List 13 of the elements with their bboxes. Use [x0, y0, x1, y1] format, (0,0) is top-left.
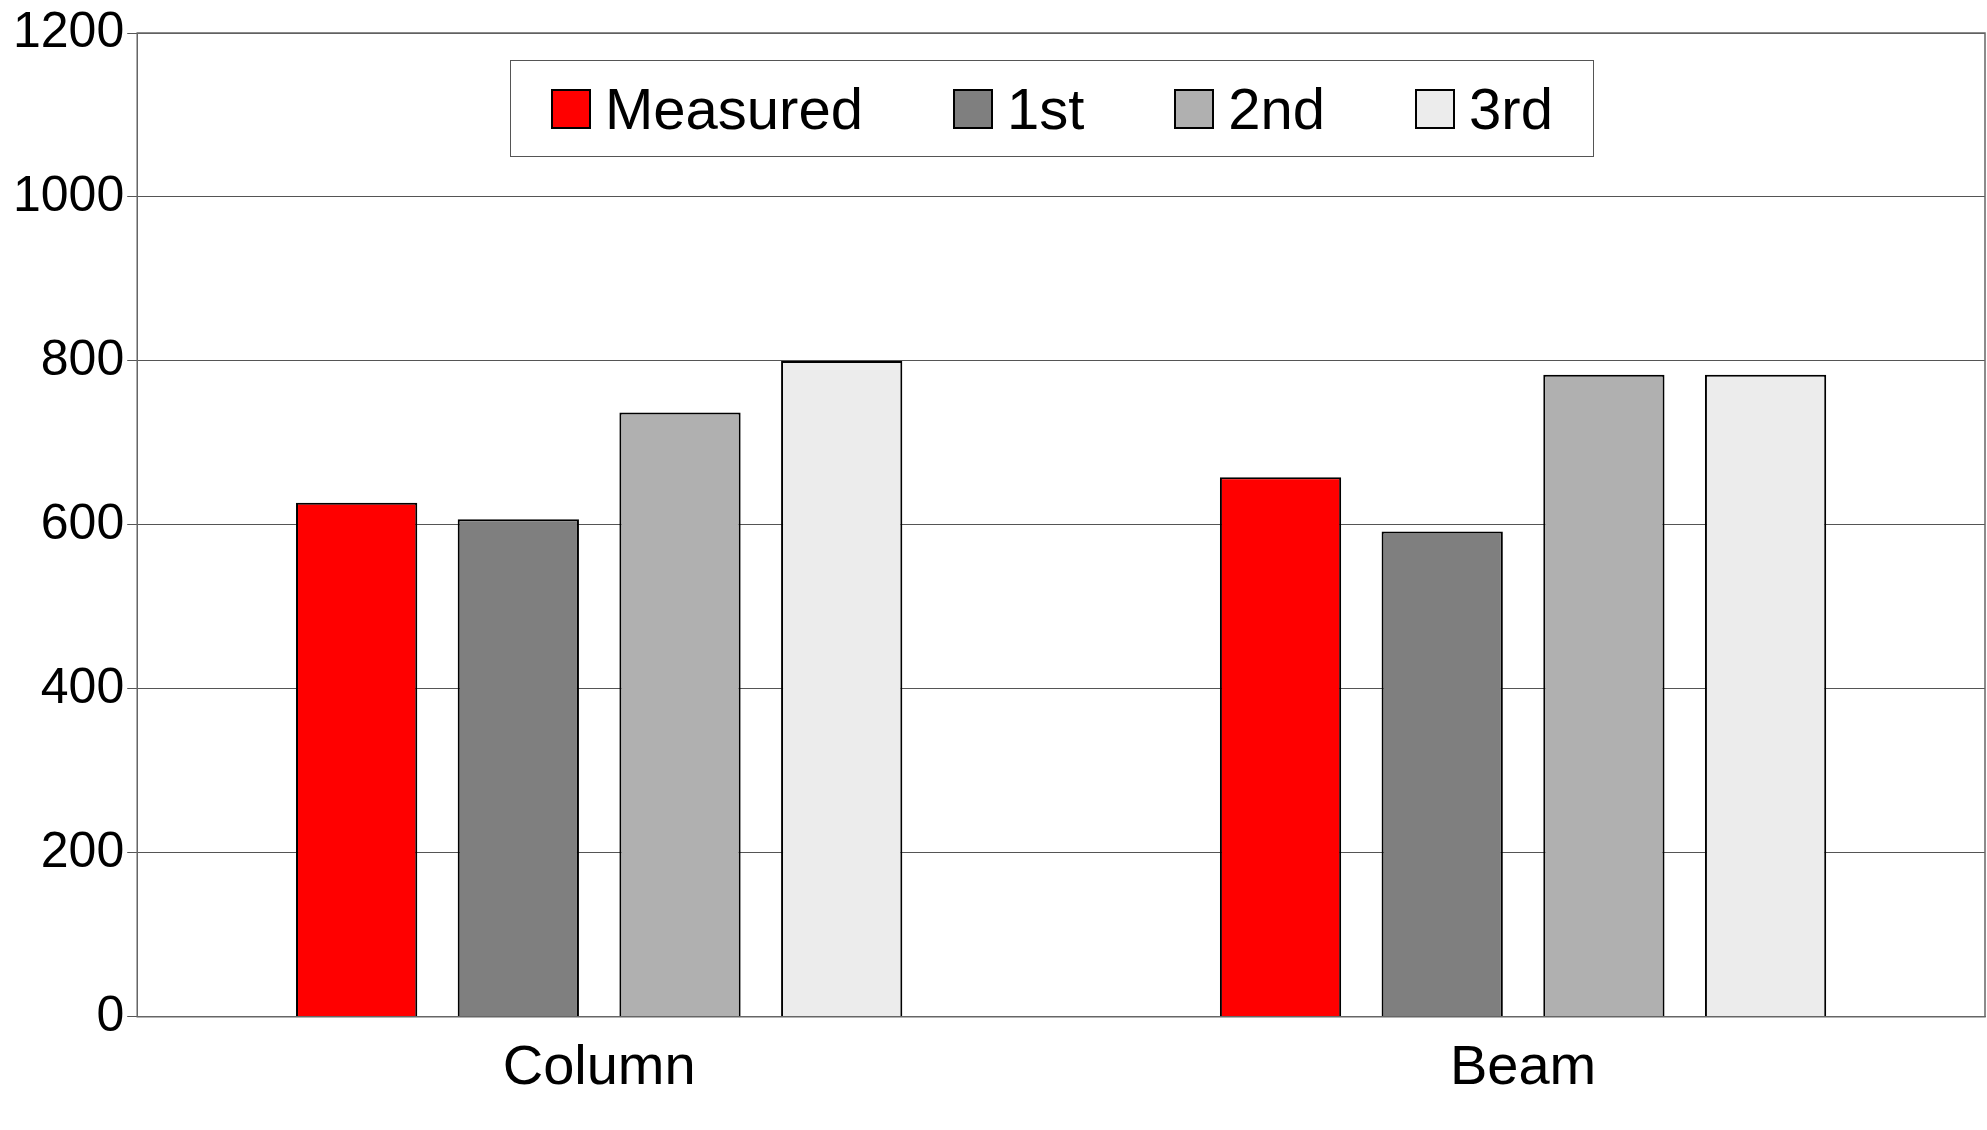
y-tick-label: 0: [96, 985, 125, 1042]
y-tick-label: 400: [40, 657, 125, 714]
legend-label: 1st: [1006, 75, 1085, 142]
y-tick-label: 1200: [13, 1, 125, 58]
y-tick-label: 600: [40, 493, 125, 550]
y-tick-label: 200: [40, 821, 125, 878]
y-tick-label: 1000: [13, 165, 125, 222]
legend-label: 2nd: [1228, 75, 1326, 142]
x-tick-label: Column: [502, 1032, 696, 1096]
y-tick-label: 800: [40, 329, 125, 386]
legend-label: Measured: [605, 75, 863, 142]
legend-label: 3rd: [1469, 75, 1553, 142]
x-tick-label: Beam: [1449, 1032, 1597, 1096]
